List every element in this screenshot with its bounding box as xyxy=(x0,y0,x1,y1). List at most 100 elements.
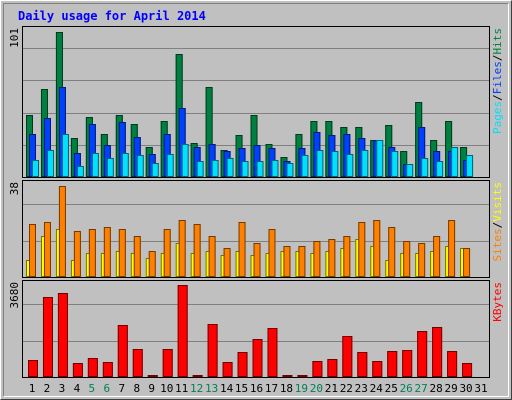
x-tick-label: 6 xyxy=(104,382,111,395)
bar-kbytes xyxy=(207,324,218,377)
y-tick-label: 38 xyxy=(8,182,21,195)
bar-pages xyxy=(466,155,474,177)
x-tick-label: 28 xyxy=(430,382,443,395)
bar-kbytes xyxy=(177,285,188,377)
legend: Pages/Files/Hits xyxy=(491,28,504,134)
bar-sites xyxy=(73,231,81,277)
bar-sites xyxy=(463,248,471,277)
bar-sites xyxy=(283,246,291,277)
frame-inner-highlight xyxy=(3,3,509,397)
bar-pages xyxy=(46,150,54,177)
bar-pages xyxy=(361,150,369,177)
bar-pages xyxy=(451,147,459,177)
bar-pages xyxy=(241,161,249,177)
bar-kbytes xyxy=(87,358,98,377)
bar-pages xyxy=(211,160,219,177)
bar-sites xyxy=(358,222,366,277)
frame-inner-shadow xyxy=(3,3,509,397)
x-tick-label: 23 xyxy=(355,382,368,395)
bar-kbytes xyxy=(402,350,413,377)
bar-kbytes xyxy=(117,325,128,377)
bar-kbytes xyxy=(147,375,158,377)
bar-sites xyxy=(208,236,216,277)
bar-sites xyxy=(433,236,441,277)
bar-pages xyxy=(181,144,189,177)
bar-kbytes xyxy=(222,362,233,377)
bar-kbytes xyxy=(132,349,143,377)
bar-kbytes xyxy=(252,339,263,377)
panel-border xyxy=(22,180,490,278)
bar-sites xyxy=(58,186,66,277)
bar-kbytes xyxy=(57,293,68,377)
bar-pages xyxy=(196,161,204,177)
bar-kbytes xyxy=(312,361,323,377)
bar-sites xyxy=(313,241,321,277)
legend-separator: / xyxy=(491,55,504,62)
x-tick-label: 5 xyxy=(89,382,96,395)
x-tick-label: 29 xyxy=(444,382,457,395)
bar-pages xyxy=(61,134,69,177)
legend-entry: Sites xyxy=(491,228,504,261)
legend: Sites/Visits xyxy=(491,182,504,262)
bar-pages xyxy=(421,158,429,177)
legend-entry: Files xyxy=(491,61,504,94)
x-tick-label: 31 xyxy=(474,382,487,395)
x-tick-label: 3 xyxy=(59,382,66,395)
bar-kbytes xyxy=(282,375,293,377)
bar-sites xyxy=(88,229,96,277)
x-tick-label: 19 xyxy=(295,382,308,395)
x-tick-label: 11 xyxy=(175,382,188,395)
bar-pages xyxy=(226,158,234,177)
panel-border xyxy=(22,280,490,378)
bar-pages xyxy=(346,154,354,177)
bar-kbytes xyxy=(432,327,443,377)
x-tick-label: 26 xyxy=(400,382,413,395)
x-tick-label: 16 xyxy=(250,382,263,395)
bar-kbytes xyxy=(42,297,53,377)
bar-sites xyxy=(388,227,396,277)
legend-entry: Visits xyxy=(491,182,504,222)
bar-kbytes xyxy=(447,351,458,377)
bar-sites xyxy=(163,229,171,277)
bar-sites xyxy=(193,224,201,277)
bar-pages xyxy=(436,161,444,177)
legend-entry: KBytes xyxy=(491,282,504,322)
legend-separator: / xyxy=(491,94,504,101)
x-tick-label: 14 xyxy=(220,382,234,395)
x-tick-label: 24 xyxy=(370,382,384,395)
bar-pages xyxy=(286,163,294,177)
bar-sites xyxy=(43,222,51,277)
legend-entry: Pages xyxy=(491,101,504,134)
bar-pages xyxy=(331,151,339,177)
bar-pages xyxy=(316,150,324,177)
x-tick-label: 30 xyxy=(459,382,472,395)
bar-kbytes xyxy=(192,375,203,377)
x-tick-label: 10 xyxy=(160,382,173,395)
bar-pages xyxy=(301,155,309,177)
bar-sites xyxy=(403,241,411,277)
bar-kbytes xyxy=(72,363,83,377)
bar-sites xyxy=(418,243,426,277)
bar-sites xyxy=(238,222,246,277)
bar-pages xyxy=(256,161,264,177)
bar-pages xyxy=(166,154,174,177)
bar-sites xyxy=(343,236,351,277)
x-tick-label: 25 xyxy=(385,382,398,395)
x-tick-label: 17 xyxy=(265,382,278,395)
bar-sites xyxy=(29,224,36,277)
bar-kbytes xyxy=(297,375,308,377)
bar-kbytes xyxy=(462,363,473,377)
bar-sites xyxy=(328,239,336,277)
y-tick-label: 101 xyxy=(8,28,21,48)
x-tick-label: 7 xyxy=(118,382,125,395)
panel-border xyxy=(22,26,490,178)
bar-pages xyxy=(106,158,114,177)
x-tick-label: 9 xyxy=(148,382,155,395)
bar-pages xyxy=(136,155,144,177)
bar-sites xyxy=(148,251,156,277)
bar-pages xyxy=(376,140,384,177)
bar-pages xyxy=(406,164,414,177)
